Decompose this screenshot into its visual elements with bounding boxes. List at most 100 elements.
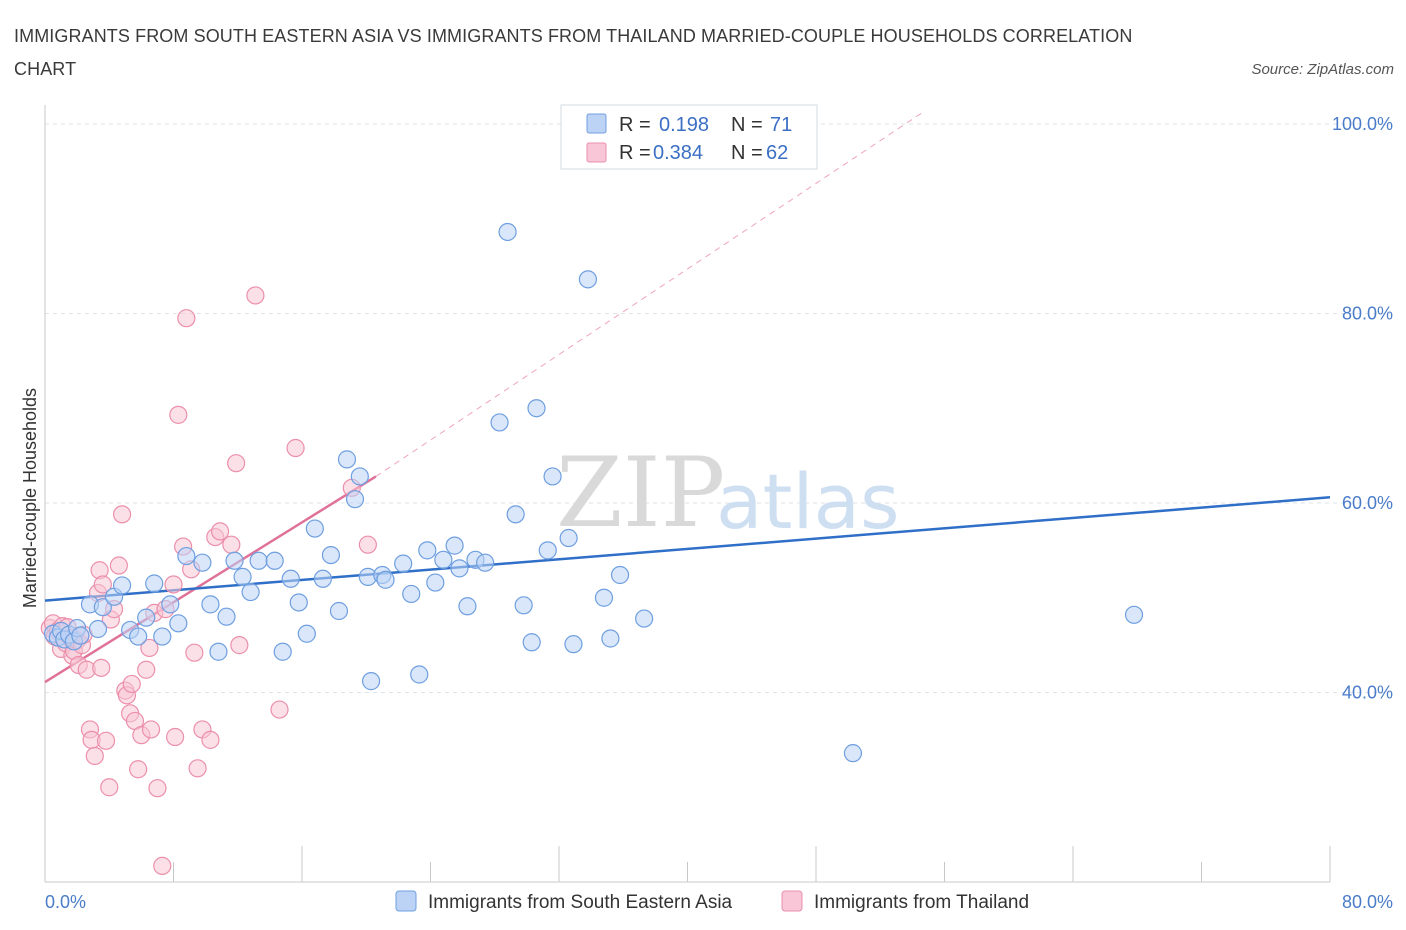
grid-lines bbox=[45, 123, 1390, 693]
thailand-point-47 bbox=[177, 309, 196, 328]
south-eastern-asia-point-32 bbox=[289, 593, 308, 612]
thailand-point-41 bbox=[153, 856, 172, 875]
south-eastern-asia-point-42 bbox=[361, 672, 381, 691]
bottom-legend-swatch-pink bbox=[781, 890, 803, 912]
south-eastern-asia-point-71 bbox=[843, 744, 863, 763]
y-tick-labels: 40.0% 60.0% 80.0% 100.0% bbox=[1332, 114, 1393, 703]
thailand-point-59 bbox=[270, 700, 289, 719]
axes bbox=[44, 105, 1331, 883]
thailand-point-32 bbox=[122, 674, 141, 694]
south-eastern-asia-point-20 bbox=[177, 546, 196, 566]
south-eastern-asia-point-7 bbox=[71, 626, 90, 645]
watermark: ZIP atlas bbox=[556, 437, 900, 549]
south-eastern-asia-point-12 bbox=[112, 576, 132, 595]
south-eastern-asia-point-23 bbox=[209, 642, 228, 661]
legend-r-label-2: R = bbox=[619, 142, 651, 164]
south-eastern-asia-point-67 bbox=[594, 588, 614, 607]
chart-title: IMMIGRANTS FROM SOUTH EASTERN ASIA VS IM… bbox=[14, 26, 1133, 79]
thailand-point-24 bbox=[100, 778, 119, 797]
south-eastern-asia-point-50 bbox=[434, 550, 453, 569]
thailand-point-50 bbox=[188, 759, 207, 778]
south-eastern-asia-point-38 bbox=[337, 450, 357, 469]
south-eastern-asia-point-30 bbox=[273, 642, 292, 661]
south-eastern-asia-point-24 bbox=[217, 607, 236, 626]
south-eastern-asia-point-57 bbox=[498, 222, 517, 242]
south-eastern-asia-point-49 bbox=[426, 573, 445, 592]
south-eastern-asia-point-9 bbox=[88, 619, 108, 639]
south-eastern-asia-point-58 bbox=[506, 505, 525, 524]
watermark-zip: ZIP bbox=[556, 437, 725, 549]
south-eastern-asia-point-35 bbox=[313, 569, 332, 588]
south-eastern-asia-point-14 bbox=[129, 627, 148, 646]
thailand-point-62 bbox=[358, 535, 377, 554]
y-tick-label-100: 100.0% bbox=[1332, 114, 1393, 134]
x-tick-label-max: 80.0% bbox=[1342, 892, 1393, 912]
watermark-atlas: atlas bbox=[716, 457, 900, 546]
south-eastern-asia-point-68 bbox=[601, 629, 620, 648]
thailand-point-55 bbox=[222, 535, 241, 554]
thailand-point-56 bbox=[227, 454, 246, 473]
south-eastern-asia-point-51 bbox=[445, 536, 464, 555]
south-eastern-asia-point-15 bbox=[137, 608, 156, 627]
thailand-point-36 bbox=[137, 660, 156, 679]
south-eastern-asia-point-70 bbox=[635, 609, 654, 628]
thailand-point-28 bbox=[112, 505, 132, 524]
south-eastern-asia-trend-line bbox=[44, 496, 1331, 602]
legend-box: R = 0.198 N = 71 R = 0.384 N = 62 bbox=[560, 104, 818, 170]
thailand-point-27 bbox=[109, 556, 128, 575]
legend-n-label-1: N = bbox=[731, 114, 763, 136]
thailand-point-23 bbox=[96, 731, 116, 750]
south-eastern-asia-point-40 bbox=[350, 467, 369, 486]
south-eastern-asia-point-34 bbox=[305, 519, 324, 538]
south-eastern-asia-point-72 bbox=[1124, 605, 1144, 624]
thailand-point-43 bbox=[164, 575, 183, 594]
south-eastern-asia-point-36 bbox=[321, 545, 341, 565]
legend-n-value-1: 71 bbox=[770, 114, 792, 136]
bottom-legend-label-pink: Immigrants from Thailand bbox=[814, 892, 1029, 913]
bottom-legend-label-blue: Immigrants from South Eastern Asia bbox=[428, 892, 733, 913]
south-eastern-asia-point-62 bbox=[538, 541, 557, 560]
source-label: Source: ZipAtlas.com bbox=[1251, 61, 1394, 78]
south-eastern-asia-point-21 bbox=[193, 553, 212, 572]
thailand-point-38 bbox=[141, 720, 161, 739]
south-eastern-asia-point-25 bbox=[225, 551, 244, 570]
south-eastern-asia-point-48 bbox=[418, 541, 437, 560]
south-eastern-asia-point-63 bbox=[543, 467, 562, 486]
thailand-point-21 bbox=[92, 658, 111, 677]
south-eastern-asia-point-64 bbox=[559, 528, 578, 548]
y-tick-label-60: 60.0% bbox=[1342, 493, 1393, 513]
south-eastern-asia-point-26 bbox=[233, 567, 252, 586]
south-eastern-asia-point-65 bbox=[564, 635, 583, 654]
south-eastern-asia-point-69 bbox=[610, 565, 630, 585]
legend-n-label-2: N = bbox=[731, 142, 763, 164]
south-eastern-asia-point-61 bbox=[527, 399, 546, 418]
south-eastern-asia-point-33 bbox=[297, 624, 316, 643]
south-eastern-asia-point-45 bbox=[394, 554, 413, 573]
thailand-point-57 bbox=[230, 636, 249, 655]
legend-r-label-1: R = bbox=[619, 114, 651, 136]
trend-lines bbox=[44, 110, 1331, 684]
south-eastern-asia-point-19 bbox=[169, 614, 188, 633]
thailand-point-44 bbox=[166, 727, 185, 747]
bottom-legend-swatch-blue bbox=[395, 890, 417, 912]
south-eastern-asia-point-39 bbox=[345, 490, 365, 509]
south-eastern-asia-point-22 bbox=[201, 595, 220, 614]
y-axis-title: Married-couple Households bbox=[20, 388, 40, 608]
south-eastern-asia-point-47 bbox=[410, 665, 429, 684]
south-eastern-asia-point-31 bbox=[281, 569, 300, 588]
south-eastern-asia-point-29 bbox=[265, 551, 284, 570]
x-tick-label-min: 0.0% bbox=[45, 892, 86, 912]
south-eastern-asia-point-46 bbox=[402, 584, 421, 604]
legend-r-value-2: 0.384 bbox=[653, 142, 703, 164]
south-eastern-asia-point-18 bbox=[161, 595, 180, 614]
south-eastern-asia-point-17 bbox=[153, 627, 172, 646]
thailand-point-60 bbox=[286, 438, 305, 458]
thailand-point-34 bbox=[129, 760, 148, 779]
south-eastern-asia-point-37 bbox=[329, 601, 349, 621]
thailand-point-58 bbox=[246, 286, 265, 305]
south-eastern-asia-point-59 bbox=[514, 596, 533, 615]
south-eastern-asia-point-28 bbox=[249, 551, 268, 570]
thailand-point-18 bbox=[85, 746, 104, 766]
thailand-point-54 bbox=[210, 522, 230, 541]
